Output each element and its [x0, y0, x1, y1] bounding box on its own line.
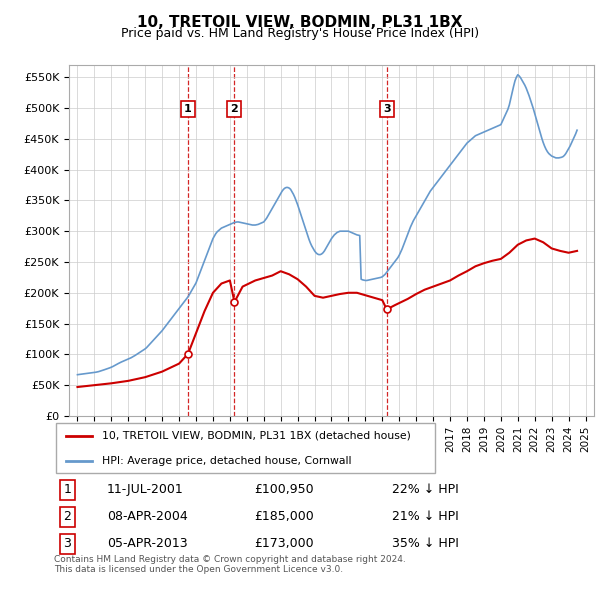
Text: 1: 1: [184, 104, 192, 114]
Text: 3: 3: [383, 104, 391, 114]
Text: £173,000: £173,000: [254, 537, 314, 550]
Text: £100,950: £100,950: [254, 483, 314, 496]
Text: £185,000: £185,000: [254, 510, 314, 523]
Text: This data is licensed under the Open Government Licence v3.0.: This data is licensed under the Open Gov…: [54, 565, 343, 574]
Text: 10, TRETOIL VIEW, BODMIN, PL31 1BX: 10, TRETOIL VIEW, BODMIN, PL31 1BX: [137, 15, 463, 30]
Text: 2: 2: [63, 510, 71, 523]
Text: 05-APR-2013: 05-APR-2013: [107, 537, 187, 550]
Text: 2: 2: [230, 104, 238, 114]
Text: 10, TRETOIL VIEW, BODMIN, PL31 1BX (detached house): 10, TRETOIL VIEW, BODMIN, PL31 1BX (deta…: [102, 431, 411, 441]
Text: 35% ↓ HPI: 35% ↓ HPI: [392, 537, 459, 550]
Text: HPI: Average price, detached house, Cornwall: HPI: Average price, detached house, Corn…: [102, 457, 352, 466]
Text: 11-JUL-2001: 11-JUL-2001: [107, 483, 184, 496]
Text: Price paid vs. HM Land Registry's House Price Index (HPI): Price paid vs. HM Land Registry's House …: [121, 27, 479, 40]
Text: 3: 3: [63, 537, 71, 550]
Text: 1: 1: [63, 483, 71, 496]
Text: Contains HM Land Registry data © Crown copyright and database right 2024.: Contains HM Land Registry data © Crown c…: [54, 555, 406, 563]
Text: 22% ↓ HPI: 22% ↓ HPI: [392, 483, 458, 496]
FancyBboxPatch shape: [56, 423, 436, 473]
Text: 08-APR-2004: 08-APR-2004: [107, 510, 188, 523]
Text: 21% ↓ HPI: 21% ↓ HPI: [392, 510, 458, 523]
